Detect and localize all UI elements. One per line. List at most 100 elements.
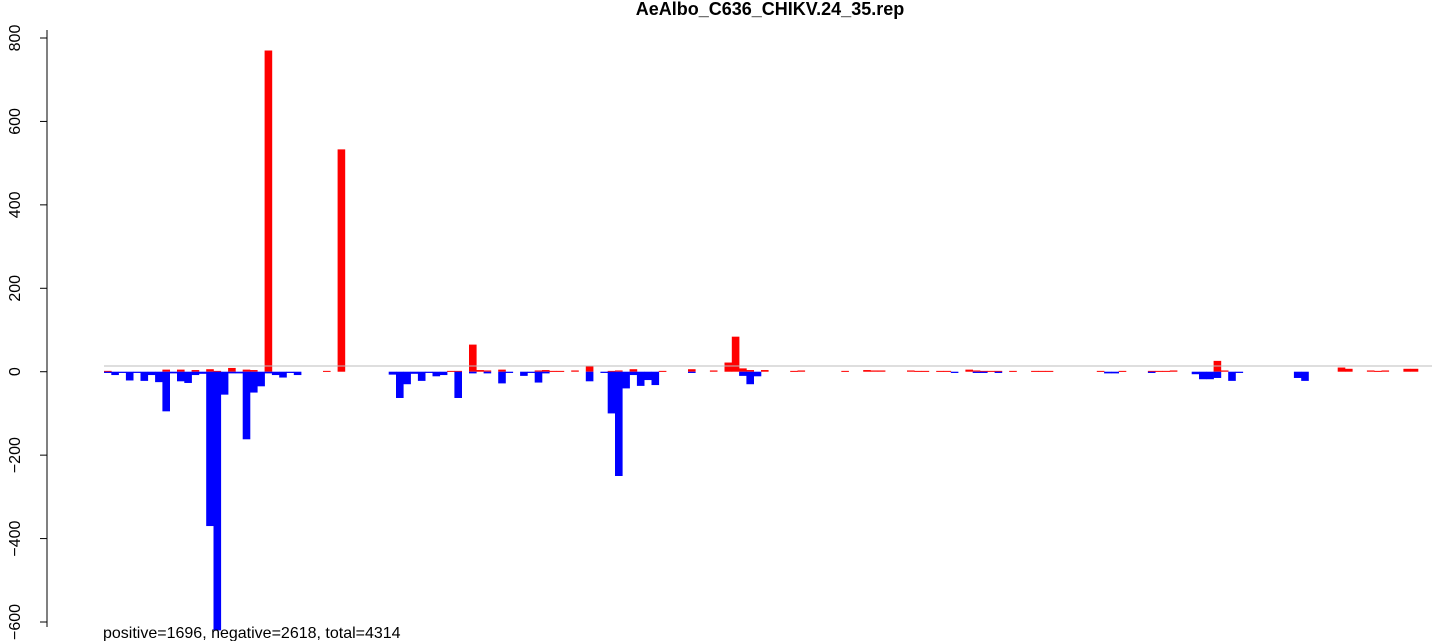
negative-bar (1206, 371, 1214, 380)
positive-bar (191, 370, 200, 372)
negative-bar (644, 371, 652, 381)
negative-bar (454, 371, 462, 398)
positive-bar (731, 336, 740, 372)
positive-bar (542, 370, 550, 372)
negative-bar (1301, 371, 1309, 381)
negative-bar (125, 371, 134, 381)
negative-bar (104, 371, 112, 373)
totals-footer: positive=1696, negative=2618, total=4314 (103, 625, 401, 641)
negative-bar (1111, 371, 1119, 374)
negative-bar (622, 371, 630, 389)
chart-title: AeAlbo_C636_CHIKV.24_35.rep (636, 0, 904, 19)
y-tick-label: −600 (7, 604, 24, 640)
positive-bar (250, 370, 258, 372)
negative-bar (147, 371, 156, 376)
negative-bar (753, 371, 762, 377)
negative-bar (651, 371, 660, 386)
negative-bar (206, 371, 214, 527)
bars (104, 50, 1419, 631)
positive-bar (841, 370, 849, 372)
positive-bar (615, 370, 623, 372)
positive-bar (323, 370, 331, 372)
negative-bar (629, 371, 638, 376)
y-tick-label: 200 (7, 275, 24, 302)
y-tick-label: −400 (7, 520, 24, 556)
negative-bar (600, 371, 608, 373)
y-tick-label: 800 (7, 25, 24, 52)
positive-bar (454, 370, 462, 372)
negative-bar (286, 371, 295, 373)
positive-bar (629, 369, 638, 372)
y-tick-label: 400 (7, 191, 24, 218)
negative-bar (388, 371, 397, 375)
positive-bar (162, 369, 170, 372)
positive-bar (1374, 370, 1382, 372)
negative-bar (607, 371, 616, 414)
positive-bar (746, 370, 754, 372)
negative-bar (133, 371, 141, 373)
positive-bar (1381, 370, 1390, 372)
negative-bar (111, 371, 119, 376)
negative-bar (191, 371, 200, 376)
positive-bar (790, 370, 798, 372)
positive-bar (1096, 370, 1105, 372)
negative-bar (469, 371, 477, 374)
positive-bar (585, 365, 594, 372)
negative-bar (534, 371, 543, 383)
negative-bar (425, 371, 433, 373)
negative-bar (250, 371, 258, 393)
y-tick-label: −200 (7, 437, 24, 473)
positive-bar (1410, 368, 1419, 372)
negative-bar (155, 371, 163, 383)
negative-bar (1228, 371, 1236, 381)
positive-bar (177, 369, 185, 372)
negative-bar (1293, 371, 1302, 378)
negative-bar (271, 371, 280, 376)
negative-bar (505, 371, 514, 373)
positive-bar (607, 370, 616, 372)
positive-bar (242, 369, 251, 372)
positive-bar (469, 344, 477, 372)
negative-bar (972, 371, 981, 373)
positive-bar (943, 370, 952, 372)
positive-bar (1038, 370, 1046, 372)
negative-bar (542, 371, 550, 374)
positive-bar (797, 370, 806, 372)
negative-bar (1213, 371, 1222, 378)
positive-bar (972, 370, 981, 372)
positive-bar (1220, 370, 1229, 372)
positive-bar (1147, 370, 1156, 372)
positive-bar (213, 370, 222, 372)
positive-bar (1162, 370, 1171, 372)
negative-bar (739, 371, 747, 376)
positive-bar (228, 367, 236, 372)
negative-bar (235, 371, 243, 374)
negative-bar (169, 371, 178, 374)
negative-bar (1104, 371, 1112, 374)
positive-bar (863, 370, 871, 372)
positive-bar (724, 362, 733, 372)
negative-bar (1191, 371, 1200, 375)
positive-bar (104, 370, 112, 372)
positive-bar (870, 370, 879, 372)
negative-bar (242, 371, 251, 440)
negative-bar (257, 371, 265, 387)
positive-bar (914, 370, 922, 372)
negative-bar (688, 371, 696, 373)
negative-bar (1147, 371, 1156, 373)
positive-bar (337, 149, 346, 372)
positive-bar (1366, 370, 1375, 372)
negative-bar (636, 371, 645, 386)
positive-bar (1031, 370, 1039, 372)
positive-bar (206, 369, 214, 372)
positive-bar (1337, 367, 1346, 372)
positive-bar (1403, 368, 1411, 372)
negative-bar (213, 371, 222, 631)
negative-bar (615, 371, 623, 476)
negative-bar (140, 371, 149, 381)
negative-bar (520, 371, 528, 376)
positive-bar (534, 370, 543, 372)
negative-bar (746, 371, 754, 385)
negative-bar (585, 371, 594, 382)
